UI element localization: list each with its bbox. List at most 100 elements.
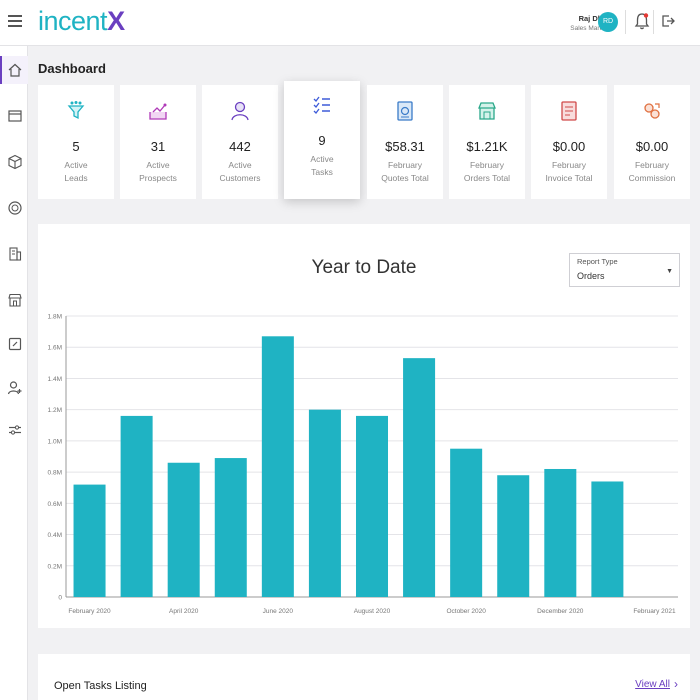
bar-december-2020[interactable] xyxy=(544,468,577,597)
sidebar xyxy=(0,46,28,700)
user-name: Raj Dhruv xyxy=(578,14,614,23)
stat-value: 9 xyxy=(318,133,326,148)
stat-value: $58.31 xyxy=(385,139,425,154)
stat-card-orders-total[interactable]: $1.21K February Orders Total xyxy=(449,85,525,199)
x-tick-label: April 2020 xyxy=(169,608,199,615)
bar-may-2020[interactable] xyxy=(214,458,247,597)
stat-label: Active Leads xyxy=(64,160,88,183)
y-tick-label: 1.0M xyxy=(48,438,62,445)
sidebar-item-payments[interactable] xyxy=(2,194,28,222)
bar-april-2020[interactable] xyxy=(167,462,200,597)
bell-icon[interactable] xyxy=(634,12,650,30)
coin-icon xyxy=(8,201,22,215)
card-icon xyxy=(8,110,22,122)
y-tick-label: 0.4M xyxy=(48,532,62,539)
bar-september-2020[interactable] xyxy=(403,358,436,597)
sidebar-item-home[interactable] xyxy=(0,56,28,84)
bar-october-2020[interactable] xyxy=(450,448,483,597)
stat-label: February Orders Total xyxy=(463,160,511,183)
add-user-icon xyxy=(7,381,22,395)
bar-august-2020[interactable] xyxy=(355,415,389,597)
stat-card-active-customers[interactable]: 442 Active Customers xyxy=(202,85,278,199)
commission-icon xyxy=(644,103,660,119)
report-type-label: Report Type xyxy=(577,257,618,266)
sidebar-item-add-user[interactable] xyxy=(2,374,28,402)
bar-january-2021[interactable] xyxy=(591,481,624,597)
sidebar-item-stores[interactable] xyxy=(2,286,28,314)
sidebar-item-companies[interactable] xyxy=(2,240,28,268)
y-tick-label: 0.8M xyxy=(48,470,62,477)
stat-value: $0.00 xyxy=(552,139,586,154)
prospects-icon xyxy=(149,103,167,120)
stat-card-commission[interactable]: $0.00 February Commission xyxy=(614,85,690,199)
y-tick-label: 0.6M xyxy=(48,501,62,508)
open-tasks-panel: Open Tasks Listing View All › xyxy=(38,654,690,700)
invoice-icon xyxy=(8,337,22,351)
sidebar-item-settings[interactable] xyxy=(2,416,28,444)
stat-card-active-tasks[interactable]: 9 Active Tasks xyxy=(284,81,360,199)
y-tick-label: 1.2M xyxy=(48,407,62,414)
report-type-value: Orders xyxy=(577,271,605,281)
bar-july-2020[interactable] xyxy=(308,409,341,597)
sliders-icon xyxy=(9,425,21,435)
user-info[interactable]: Raj Dhruv Sales Manager xyxy=(570,14,614,32)
stat-card-invoice-total[interactable]: $0.00 February Invoice Total xyxy=(531,85,607,199)
stat-value: 5 xyxy=(72,139,80,154)
invoice-icon xyxy=(561,101,577,121)
avatar[interactable]: RD xyxy=(598,12,618,32)
store-icon xyxy=(8,293,22,307)
sidebar-item-invoices[interactable] xyxy=(2,330,28,358)
tasks-icon xyxy=(313,96,330,114)
user-role: Sales Manager xyxy=(570,25,614,32)
x-tick-label: June 2020 xyxy=(263,608,294,615)
stat-label: Active Tasks xyxy=(310,154,334,177)
stat-card-quotes-total[interactable]: $58.31 February Quotes Total xyxy=(367,85,443,199)
divider xyxy=(653,10,654,34)
stat-card-active-prospects[interactable]: 31 Active Prospects xyxy=(120,85,196,199)
stat-label: February Quotes Total xyxy=(381,160,429,183)
report-type-select[interactable]: Report Type Orders ▼ xyxy=(569,253,680,287)
bar-november-2020[interactable] xyxy=(497,475,530,597)
logout-icon[interactable] xyxy=(660,13,676,29)
stat-value: $0.00 xyxy=(635,139,669,154)
orders-icon xyxy=(478,102,496,120)
logo-accent: X xyxy=(107,6,125,36)
stat-label: Active Customers xyxy=(219,160,261,183)
bar-february-2020[interactable] xyxy=(73,484,106,597)
sidebar-item-cards[interactable] xyxy=(2,102,28,130)
quotes-icon xyxy=(397,101,413,121)
stat-label: Active Prospects xyxy=(139,160,177,183)
stat-value: 442 xyxy=(229,139,251,154)
stat-card-active-leads[interactable]: 5 Active Leads xyxy=(38,85,114,199)
y-tick-label: 1.6M xyxy=(48,345,62,352)
chevron-right-icon[interactable]: › xyxy=(674,677,678,691)
chart-panel: 0 0.2M 0.4M 0.6M 0.8M 1.0M 1.2M 1.4M 1.6M 1.8M Feb… xyxy=(38,224,690,628)
stat-label: February Invoice Total xyxy=(545,160,593,183)
hamburger-menu-icon[interactable] xyxy=(6,13,24,31)
divider xyxy=(625,10,626,34)
x-tick-label: August 2020 xyxy=(354,608,391,615)
view-all-link[interactable]: View All xyxy=(635,679,670,690)
x-tick-label: February 2020 xyxy=(68,608,111,615)
stat-value: 31 xyxy=(150,139,166,154)
stat-label: February Commission xyxy=(628,160,676,183)
stat-value: $1.21K xyxy=(466,139,508,154)
caret-down-icon: ▼ xyxy=(666,268,673,275)
x-tick-label: February 2021 xyxy=(633,608,676,615)
y-tick-label: 1.4M xyxy=(48,376,62,383)
logo[interactable]: incentX xyxy=(38,6,125,37)
top-bar: incentX Raj Dhruv Sales Manager RD xyxy=(0,0,700,46)
box-icon xyxy=(8,154,22,170)
page-title: Dashboard xyxy=(38,61,106,76)
building-icon xyxy=(9,247,22,261)
bar-march-2020[interactable] xyxy=(120,415,153,597)
logo-text: incent xyxy=(38,6,108,36)
bar-june-2020[interactable] xyxy=(261,336,294,597)
y-tick-label: 0.2M xyxy=(48,563,62,570)
y-tick-label: 0 xyxy=(58,595,62,602)
customers-icon xyxy=(231,101,249,121)
sidebar-item-products[interactable] xyxy=(2,148,28,176)
x-tick-label: December 2020 xyxy=(537,608,584,615)
y-tick-label: 1.8M xyxy=(48,314,62,321)
chart-title: Year to Date xyxy=(311,257,417,278)
